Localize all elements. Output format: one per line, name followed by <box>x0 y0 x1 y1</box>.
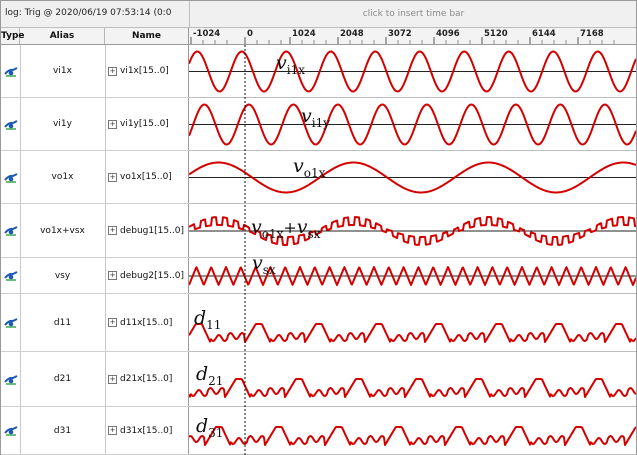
signal-type-cell <box>1 258 21 293</box>
signal-annotation: vo1x <box>293 155 326 180</box>
ruler-tick-label: 0 <box>247 29 253 39</box>
column-header: Type Alias Name -1024 0 1024 2048 3072 4096 51… <box>1 28 636 45</box>
signal-annotation: vi1x <box>276 52 305 77</box>
signal-type-cell <box>1 352 21 406</box>
signal-waveform <box>189 50 636 93</box>
signal-annotation: d31 <box>196 415 223 440</box>
signal-name: debug1[15..0] <box>120 225 185 236</box>
signal-name-cell: + vi1y[15..0] <box>105 98 189 150</box>
signal-tap-node-icon <box>3 172 17 183</box>
signal-name-cell: + d31x[15..0] <box>105 407 189 454</box>
signal-name: debug2[15..0] <box>120 270 185 281</box>
signal-waveform <box>189 103 636 146</box>
signal-alias: vsy <box>20 258 106 293</box>
signal-tap-node-icon <box>3 119 17 130</box>
signal-name: vo1x[15..0] <box>120 172 172 182</box>
ruler-tick-label: 7168 <box>580 29 604 39</box>
ruler-tick-label: 2048 <box>340 29 364 39</box>
insert-time-bar-area[interactable]: click to insert time bar <box>189 1 637 27</box>
signal-tap-node-icon <box>3 318 17 328</box>
signal-tap-node-icon <box>3 271 17 281</box>
signal-name: d21x[15..0] <box>120 374 173 384</box>
signal-row-4[interactable]: vo1x+vsx + debug1[15..0] <box>1 204 189 258</box>
ruler-tick-label: 1024 <box>292 29 316 39</box>
signal-type-cell <box>1 98 21 150</box>
expand-bus-icon[interactable]: + <box>108 66 117 76</box>
signal-alias: d31 <box>20 407 106 454</box>
signal-tap-node-icon <box>3 226 17 236</box>
signal-name-cell: + debug1[15..0] <box>105 204 189 257</box>
type-column-header[interactable]: Type <box>1 28 24 44</box>
expand-bus-icon[interactable]: + <box>108 226 117 235</box>
signal-name: d31x[15..0] <box>120 425 173 436</box>
signal-alias: d21 <box>20 352 106 406</box>
expand-bus-icon[interactable]: + <box>108 426 117 435</box>
signal-name-cell: + d11x[15..0] <box>105 294 189 351</box>
signal-tap-node-icon <box>3 374 17 385</box>
signal-type-cell <box>1 204 21 257</box>
log-title: log: Trig @ 2020/06/19 07:53:14 (0:0 <box>5 8 172 18</box>
signal-waveform <box>189 266 636 286</box>
signal-name-cell: + debug2[15..0] <box>105 258 189 293</box>
ruler-tick-label: -1024 <box>193 29 220 39</box>
expand-bus-icon[interactable]: + <box>108 271 117 280</box>
top-bar: log: Trig @ 2020/06/19 07:53:14 (0:0 cli… <box>1 1 636 28</box>
signal-annotation: d11 <box>194 307 221 332</box>
expand-bus-icon[interactable]: + <box>108 374 117 384</box>
name-column-header[interactable]: Name <box>105 28 189 44</box>
alias-column-header[interactable]: Alias <box>20 28 105 44</box>
signal-alias: vo1x <box>20 151 106 203</box>
signal-annotation: vo1x+vsx <box>251 216 321 241</box>
ruler-tick-label: 4096 <box>436 29 460 39</box>
signal-name: vi1y[15..0] <box>120 119 169 129</box>
waveform-display[interactable]: vi1x vi1y vo1x vo1x+vsx vsx d11 d21 d31 <box>189 45 636 455</box>
signal-waveform <box>189 216 636 246</box>
expand-bus-icon[interactable]: + <box>108 318 117 327</box>
signal-type-cell <box>1 151 21 203</box>
ruler-tick-label: 6144 <box>532 29 556 39</box>
signal-type-cell <box>1 294 21 351</box>
signal-waveform <box>189 378 636 398</box>
signal-annotation: d21 <box>196 363 223 388</box>
signal-name-cell: + vo1x[15..0] <box>105 151 189 203</box>
signal-tap-node-icon <box>3 426 17 436</box>
signal-alias: vo1x+vsx <box>20 204 106 257</box>
signal-row-3[interactable]: vo1x + vo1x[15..0] <box>1 151 189 204</box>
signal-annotation: vsx <box>252 252 276 277</box>
expand-bus-icon[interactable]: + <box>108 172 117 182</box>
signal-name: vi1x[15..0] <box>120 66 169 76</box>
signal-waveform <box>189 426 636 446</box>
signal-name-cell: + vi1x[15..0] <box>105 45 189 97</box>
signal-waveform <box>189 323 636 343</box>
signal-row-7[interactable]: d21 + d21x[15..0] <box>1 352 189 407</box>
signal-row-6[interactable]: d11 + d11x[15..0] <box>1 294 189 352</box>
signal-tap-node-icon <box>3 66 17 77</box>
ruler-tick-label: 3072 <box>388 29 412 39</box>
time-ruler[interactable]: -1024 0 1024 2048 3072 4096 5120 6144 7168 <box>189 28 636 44</box>
signal-row-8[interactable]: d31 + d31x[15..0] <box>1 407 189 455</box>
signal-alias: vi1y <box>20 98 106 150</box>
signal-name-cell: + d21x[15..0] <box>105 352 189 406</box>
signal-alias: d11 <box>20 294 106 351</box>
signal-name: d11x[15..0] <box>120 317 173 328</box>
signal-row-5[interactable]: vsy + debug2[15..0] <box>1 258 189 294</box>
signal-type-cell <box>1 407 21 454</box>
signal-annotation: vi1y <box>301 105 330 130</box>
expand-bus-icon[interactable]: + <box>108 119 117 129</box>
signal-alias: vi1x <box>20 45 106 97</box>
signal-waveform <box>189 161 636 194</box>
ruler-tick-label: 5120 <box>484 29 508 39</box>
signal-type-cell <box>1 45 21 97</box>
signal-row-2[interactable]: vi1y + vi1y[15..0] <box>1 98 189 151</box>
signal-row-1[interactable]: vi1x + vi1x[15..0] <box>1 45 189 98</box>
